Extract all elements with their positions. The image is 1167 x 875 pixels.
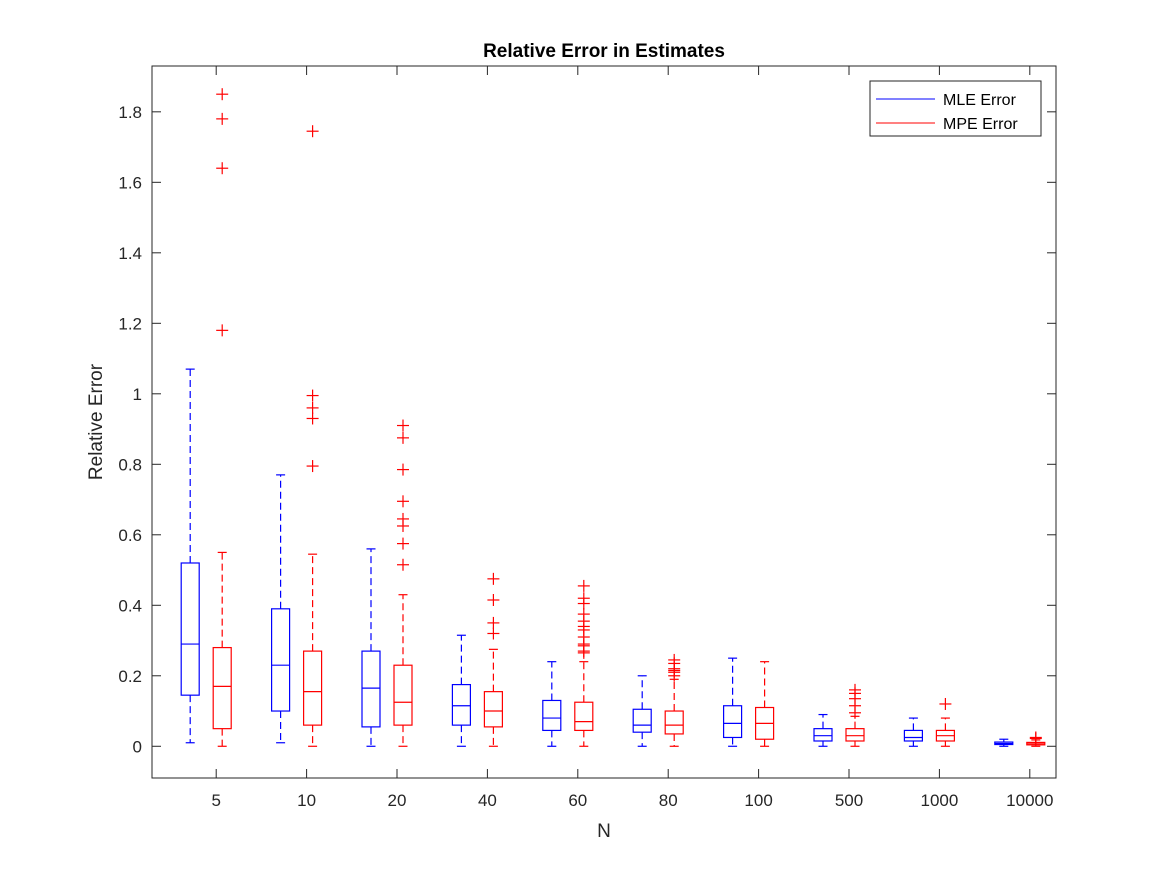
x-tick-label: 60 bbox=[568, 791, 587, 810]
mpe-box bbox=[664, 710, 684, 735]
legend-label-mpe: MPE Error bbox=[943, 116, 1018, 133]
mle-box bbox=[451, 683, 471, 726]
x-tick-label: 100 bbox=[744, 791, 772, 810]
mle-box bbox=[632, 708, 652, 733]
mpe-box bbox=[212, 646, 232, 730]
x-tick-label: 1000 bbox=[920, 791, 958, 810]
y-axis-label: Relative Error bbox=[86, 363, 107, 480]
x-tick-label: 500 bbox=[835, 791, 863, 810]
y-tick-label: 0.6 bbox=[118, 526, 142, 545]
mpe-box bbox=[483, 691, 503, 728]
x-tick-label: 80 bbox=[659, 791, 678, 810]
x-tick-label: 5 bbox=[211, 791, 220, 810]
mle-box bbox=[361, 650, 381, 728]
mle-box bbox=[722, 705, 743, 739]
x-axis-ticks: 5 10 20 40 60 80 100 500 1000 10000 bbox=[211, 66, 1053, 810]
box-plot-series bbox=[180, 88, 1046, 747]
y-tick-label: 1 bbox=[133, 385, 142, 404]
y-tick-label: 0 bbox=[133, 737, 142, 756]
axes-box bbox=[151, 65, 1057, 779]
chart-title: Relative Error in Estimates bbox=[483, 41, 725, 62]
mle-box bbox=[271, 608, 291, 712]
x-tick-label: 40 bbox=[478, 791, 497, 810]
y-tick-label: 1.8 bbox=[118, 103, 142, 122]
mpe-box bbox=[303, 650, 323, 726]
legend-box bbox=[869, 80, 1042, 137]
mle-box bbox=[180, 562, 200, 696]
legend-label-mle: MLE Error bbox=[943, 92, 1017, 109]
y-tick-label: 0.8 bbox=[118, 455, 142, 474]
y-tick-label: 0.2 bbox=[118, 667, 142, 686]
mpe-box bbox=[845, 728, 865, 742]
x-tick-label: 20 bbox=[388, 791, 407, 810]
mle-box bbox=[813, 728, 833, 742]
y-tick-label: 1.4 bbox=[118, 244, 142, 263]
y-tick-label: 1.6 bbox=[118, 173, 142, 192]
y-axis-ticks: 0 0.2 0.4 0.6 0.8 1 1.2 1.4 1.6 1.8 bbox=[118, 103, 1056, 756]
x-axis-label: N bbox=[597, 821, 611, 842]
mle-box bbox=[903, 729, 924, 742]
mle-box bbox=[542, 699, 562, 732]
x-tick-label: 10000 bbox=[1006, 791, 1053, 810]
legend: MLE Error MPE Error bbox=[869, 80, 1042, 137]
mpe-box bbox=[393, 664, 413, 726]
y-tick-label: 1.2 bbox=[118, 314, 142, 333]
y-tick-label: 0.4 bbox=[118, 596, 142, 615]
x-tick-label: 10 bbox=[297, 791, 316, 810]
mpe-box bbox=[574, 701, 594, 732]
